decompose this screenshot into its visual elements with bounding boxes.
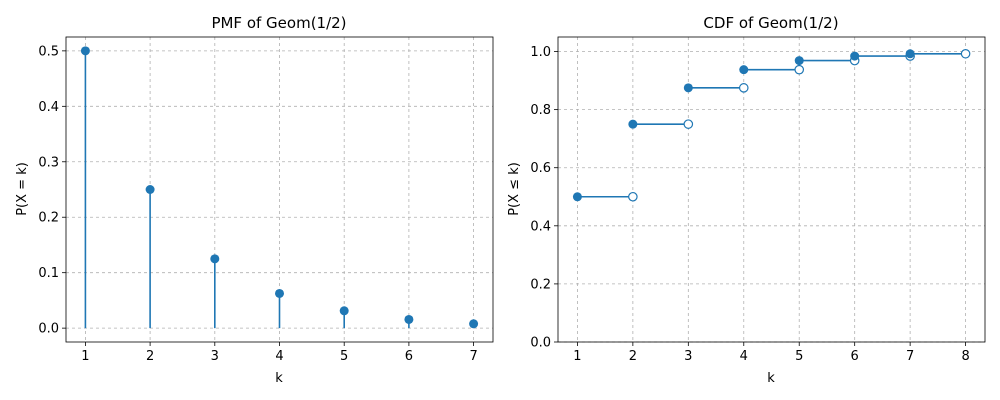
cdf-plot-area: 1 2 3 4 5 6 7 8 0.0 0.2 0.4 0.6 0.8 1.0 <box>530 36 986 364</box>
cdf-y-tick-label: 0.4 <box>530 219 551 234</box>
pmf-x-tick-label: 3 <box>211 349 219 364</box>
cdf-x-tick-label: 2 <box>629 349 637 364</box>
cdf-x-tick-label: 3 <box>684 349 692 364</box>
cdf-closed-marker <box>905 49 915 59</box>
pmf-stem-marker <box>80 46 90 56</box>
pmf-stem-marker <box>469 319 479 329</box>
cdf-closed-marker <box>794 56 804 66</box>
cdf-y-tick-label: 0.8 <box>530 103 551 118</box>
cdf-chart: CDF of Geom(1/2) k P(X ≤ k) 1 2 3 4 5 6 7 8 0.0 0… <box>507 14 986 386</box>
cdf-chart-title: CDF of Geom(1/2) <box>703 14 838 32</box>
pmf-stem-marker <box>339 306 349 316</box>
pmf-plot-area: 1 2 3 4 5 6 7 0.0 0.1 0.2 0.3 0.4 0.5 <box>38 36 494 364</box>
cdf-open-marker <box>738 83 749 93</box>
cdf-y-tick-label: 1.0 <box>530 45 551 60</box>
pmf-axes-frame <box>65 36 494 343</box>
cdf-y-tick-label: 0.0 <box>530 336 551 351</box>
cdf-x-axis-label: k <box>767 371 775 386</box>
cdf-x-tick-label: 8 <box>961 349 969 364</box>
pmf-stem-marker <box>145 185 155 194</box>
cdf-y-tick-label: 0.2 <box>530 277 551 292</box>
cdf-x-tick-label: 6 <box>851 349 859 364</box>
pmf-y-tick-label: 0.0 <box>38 322 59 337</box>
pmf-x-tick-label: 5 <box>340 349 348 364</box>
pmf-y-tick-label: 0.2 <box>38 211 59 226</box>
cdf-y-tick-label: 0.6 <box>530 161 551 176</box>
cdf-open-marker <box>683 119 694 129</box>
pmf-y-tick-label: 0.1 <box>38 266 59 281</box>
pmf-stem-marker <box>210 254 220 264</box>
cdf-open-marker <box>794 64 805 75</box>
pmf-x-tick-label: 1 <box>81 349 89 364</box>
pmf-stem-marker <box>404 314 414 324</box>
pmf-y-tick-label: 0.3 <box>38 155 59 170</box>
pmf-y-tick-label: 0.4 <box>38 100 59 115</box>
cdf-y-axis-label: P(X ≤ k) <box>507 162 522 216</box>
pmf-x-tick-label: 2 <box>146 349 154 364</box>
cdf-axes-frame <box>557 36 986 343</box>
pmf-chart-title: PMF of Geom(1/2) <box>211 14 346 32</box>
cdf-x-tick-label: 4 <box>740 349 748 364</box>
cdf-x-tick-label: 5 <box>795 349 803 364</box>
pmf-chart: PMF of Geom(1/2) k P(X = k) 1 2 3 4 5 6 7 0.0 0.… <box>15 14 494 386</box>
cdf-x-tick-label: 1 <box>573 349 581 364</box>
pmf-x-tick-label: 7 <box>469 349 477 364</box>
pmf-x-tick-label: 6 <box>405 349 413 364</box>
cdf-closed-marker <box>739 65 749 75</box>
pmf-x-axis-label: k <box>275 371 283 386</box>
cdf-open-marker <box>628 191 638 202</box>
cdf-closed-marker <box>683 83 693 93</box>
cdf-closed-marker <box>628 119 638 129</box>
cdf-open-marker <box>960 48 971 59</box>
pmf-x-tick-label: 4 <box>275 349 283 364</box>
pmf-y-tick-label: 0.5 <box>38 44 59 59</box>
cdf-closed-marker <box>850 51 860 61</box>
pmf-stem-marker <box>275 288 284 298</box>
cdf-x-tick-label: 7 <box>906 349 914 364</box>
pmf-y-axis-label: P(X = k) <box>15 162 30 216</box>
cdf-closed-marker <box>572 192 582 202</box>
